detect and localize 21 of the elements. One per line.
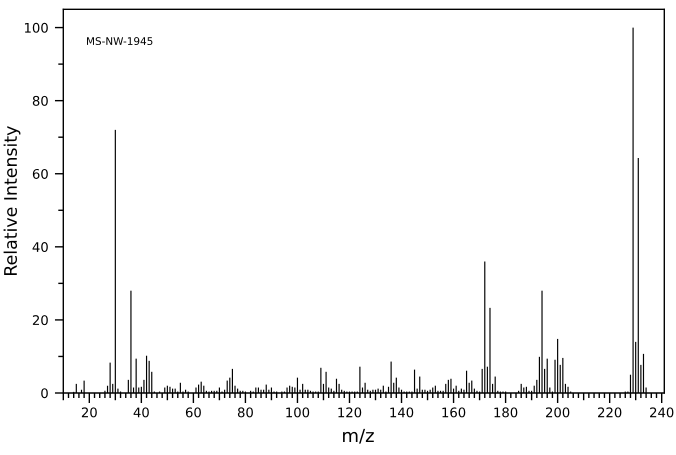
y-tick-label: 20 [32, 315, 48, 326]
x-tick-label: 80 [238, 407, 253, 418]
x-tick-label: 120 [338, 407, 362, 418]
x-tick-label: 200 [546, 407, 570, 418]
x-tick-label: 100 [286, 407, 310, 418]
y-tick-label: 100 [24, 22, 48, 33]
x-tick-label: 60 [186, 407, 201, 418]
annotation: MS-NW-1945 [87, 37, 152, 46]
y-tick-label: 80 [32, 96, 48, 106]
y-tick-label: 60 [32, 168, 48, 179]
x-tick-label: 40 [134, 407, 149, 418]
x-tick-label: 140 [390, 407, 414, 418]
x-tick-label: 20 [82, 407, 97, 418]
y-tick-label: 0 [41, 388, 48, 398]
x-tick-label: 240 [650, 407, 674, 418]
x-axis-title: m/z [343, 428, 374, 444]
y-tick-label: 40 [32, 242, 48, 252]
x-tick-label: 220 [598, 407, 622, 418]
x-tick-label: 180 [494, 407, 518, 418]
x-tick-label: 160 [442, 407, 466, 418]
y-axis-title: Relative Intensity [4, 126, 20, 275]
